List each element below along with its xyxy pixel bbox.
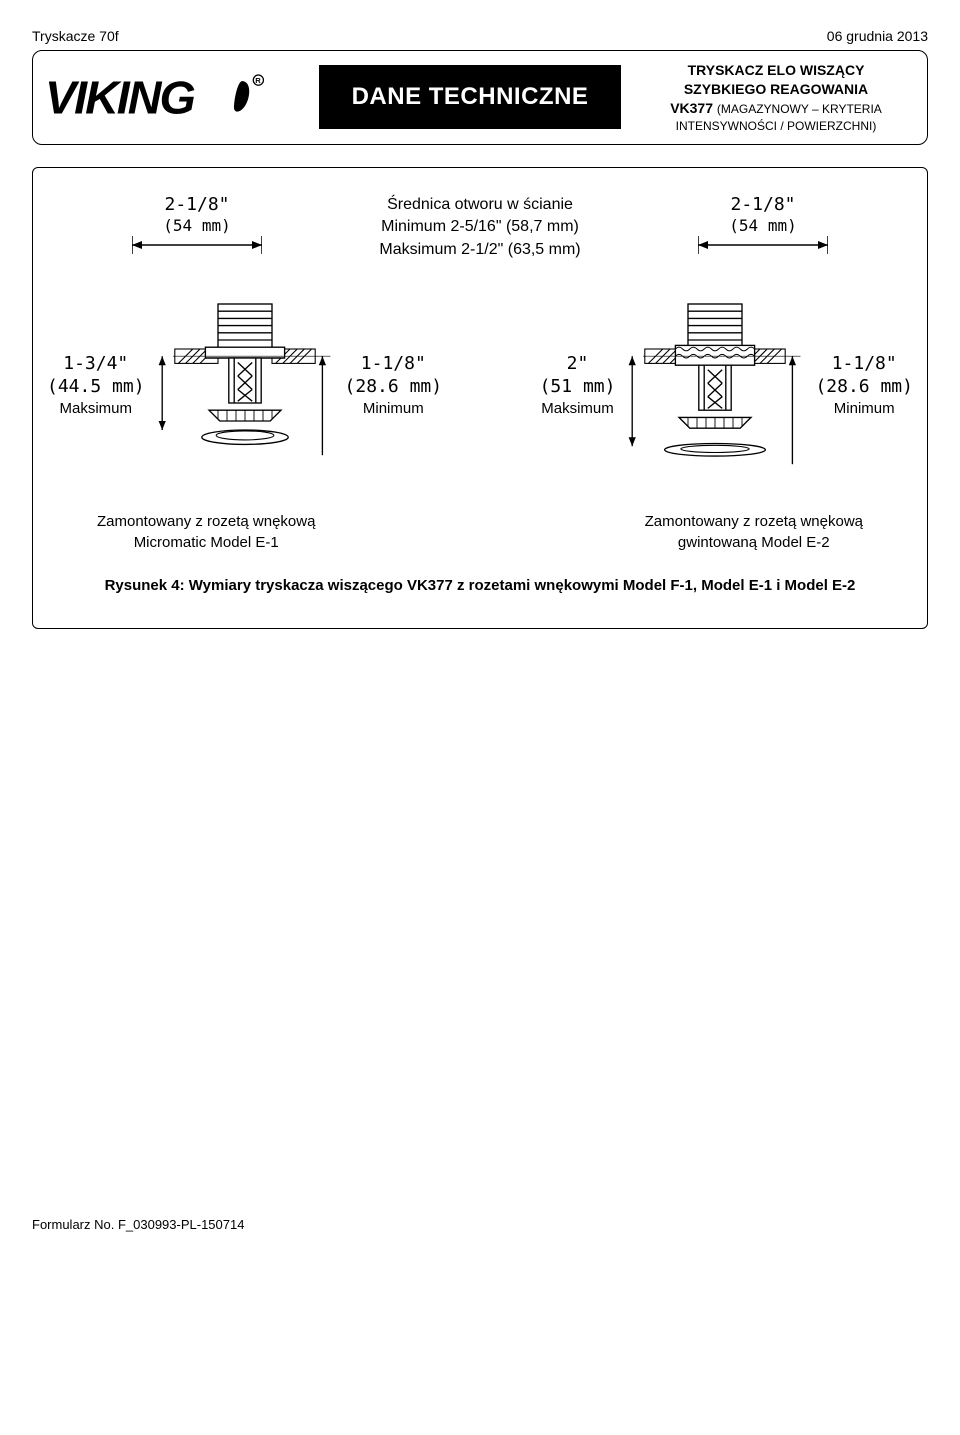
sprinkler-diagram-right <box>625 295 805 475</box>
header-frame: VIKING R DANE TECHNICZNE TRYSKACZ ELO WI… <box>32 50 928 145</box>
center-dim-label: Średnica otworu w ścianie Minimum 2-5/16… <box>340 194 620 261</box>
dim-label: Maksimum <box>47 399 145 419</box>
dim-label: Maksimum <box>540 399 616 419</box>
dim-main: 1-1/8" <box>345 352 443 375</box>
title-line1: TRYSKACZ ELO WISZĄCY <box>637 61 915 80</box>
figure-frame: 2-1/8" (54 mm) Średnica otworu w ścianie… <box>32 167 928 629</box>
top-left-label: Tryskacze 70f <box>32 28 119 44</box>
top-dim-right: 2-1/8" (54 mm) <box>663 194 863 261</box>
right-min-dim: 1-1/8" (28.6 mm) Minimum <box>815 352 913 418</box>
center-l2: Minimum 2-5/16" (58,7 mm) <box>340 216 620 238</box>
caption-left: Zamontowany z rozetą wnękową Micromatic … <box>97 511 315 553</box>
dim-main: 2-1/8" <box>97 194 297 217</box>
dim-label: Minimum <box>345 399 443 419</box>
right-max-dim: 2" (51 mm) Maksimum <box>540 352 616 418</box>
center-l3: Maksimum 2-1/2" (63,5 mm) <box>340 239 620 261</box>
dim-sub: (44.5 mm) <box>47 375 145 398</box>
title-paren1: (MAGAZYNOWY – KRYTERIA <box>717 102 882 116</box>
document-topline: Tryskacze 70f 06 grudnia 2013 <box>32 28 928 44</box>
cap-right-l2: gwintowaną Model E-2 <box>645 532 863 553</box>
section-banner: DANE TECHNICZNE <box>319 65 621 129</box>
left-min-dim: 1-1/8" (28.6 mm) Minimum <box>345 352 443 418</box>
caption-right: Zamontowany z rozetą wnękową gwintowaną … <box>645 511 863 553</box>
dim-sub: (28.6 mm) <box>345 375 443 398</box>
dim-main: 1-1/8" <box>815 352 913 375</box>
dim-sub: (28.6 mm) <box>815 375 913 398</box>
cap-left-l2: Micromatic Model E-1 <box>97 532 315 553</box>
product-title: TRYSKACZ ELO WISZĄCY SZYBKIEGO REAGOWANI… <box>631 57 921 138</box>
dim-main: 2-1/8" <box>663 194 863 217</box>
title-paren2: INTENSYWNOŚCI / POWIERZCHNI) <box>637 118 915 134</box>
cap-left-l1: Zamontowany z rozetą wnękową <box>97 511 315 532</box>
viking-logo: VIKING R <box>39 68 309 127</box>
dim-sub: (54 mm) <box>97 216 297 236</box>
center-l1: Średnica otworu w ścianie <box>340 194 620 216</box>
dim-main: 1-3/4" <box>47 352 145 375</box>
sprinkler-diagram-left <box>155 295 335 475</box>
figure-caption: Rysunek 4: Wymiary tryskacza wiszącego V… <box>47 577 913 594</box>
svg-text:R: R <box>255 76 261 85</box>
model-code: VK377 <box>670 100 713 116</box>
left-max-dim: 1-3/4" (44.5 mm) Maksimum <box>47 352 145 418</box>
dim-main: 2" <box>540 352 616 375</box>
top-dim-left: 2-1/8" (54 mm) <box>97 194 297 261</box>
top-right-date: 06 grudnia 2013 <box>827 28 928 44</box>
title-line2: SZYBKIEGO REAGOWANIA <box>637 80 915 99</box>
dim-sub: (51 mm) <box>540 375 616 398</box>
dim-sub: (54 mm) <box>663 216 863 236</box>
svg-text:VIKING: VIKING <box>45 72 194 123</box>
form-number: Formularz No. F_030993-PL-150714 <box>32 1217 244 1232</box>
dim-label: Minimum <box>815 399 913 419</box>
cap-right-l1: Zamontowany z rozetą wnękową <box>645 511 863 532</box>
